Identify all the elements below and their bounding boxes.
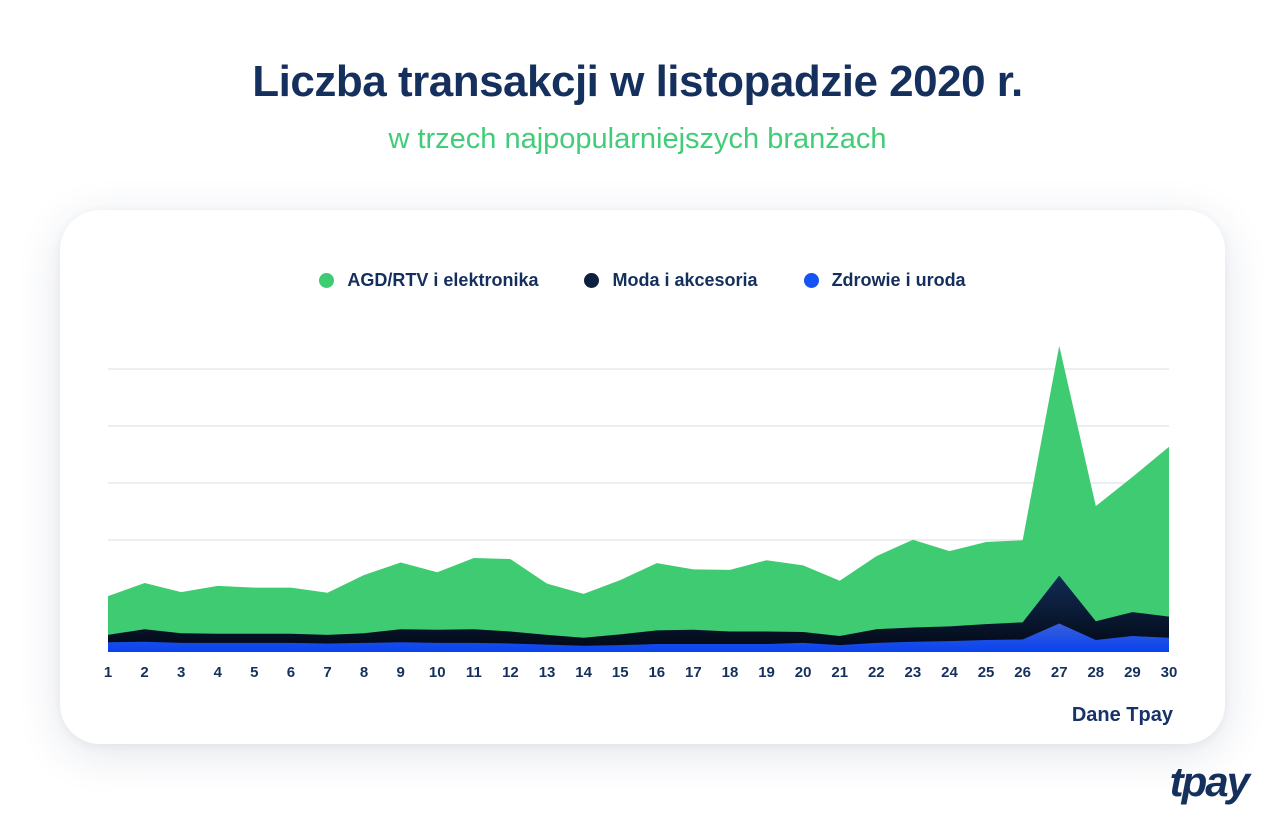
tpay-logo: tpay: [1169, 758, 1250, 805]
x-tick-label: 22: [867, 664, 885, 681]
x-tick-label: 10: [428, 664, 446, 681]
page-subtitle: w trzech najpopularniejszych branżach: [388, 123, 887, 155]
area-moda-i-akcesoria: [108, 575, 1169, 652]
x-tick-label: 27: [1050, 664, 1068, 681]
legend-label: Moda i akcesoria: [612, 269, 758, 290]
area-zdrowie-i-uroda: [108, 623, 1169, 652]
plot-area: [108, 330, 1169, 652]
x-tick-label: 5: [250, 664, 259, 681]
chart-card: [60, 210, 1225, 744]
x-tick-label: 18: [721, 664, 739, 681]
legend-label: AGD/RTV i elektronika: [347, 269, 539, 290]
legend-item: Zdrowie i uroda: [803, 269, 966, 291]
x-tick-label: 1: [103, 664, 113, 681]
x-tick-label: 17: [685, 664, 702, 681]
x-tick-label: 29: [1124, 664, 1141, 681]
x-tick-label: 9: [396, 664, 405, 681]
x-tick-label: 6: [286, 664, 296, 681]
stacked-area-chart: [108, 345, 1169, 652]
page-title: Liczba transakcji w listopadzie 2020 r.: [252, 57, 1023, 106]
x-tick-label: 24: [941, 664, 958, 681]
x-tick-label: 4: [213, 664, 222, 681]
x-tick-label: 20: [794, 664, 812, 681]
chart-legend: AGD/RTV i elektronika Moda i akcesoria Zdr…: [60, 266, 1225, 294]
x-tick-label: 19: [758, 664, 775, 681]
legend-item: AGD/RTV i elektronika: [319, 270, 538, 291]
x-tick-label: 14: [575, 664, 592, 681]
x-tick-label: 8: [359, 664, 369, 681]
x-tick-label: 16: [648, 664, 666, 681]
legend-dot-icon: [319, 272, 335, 288]
x-tick-label: 30: [1160, 664, 1178, 681]
x-tick-label: 25: [977, 664, 995, 681]
x-tick-label: 21: [831, 664, 849, 681]
x-axis: 1 2 3 4 5 6 7 8 9 10 11 12 13 14 15 16 17 18 19 20 21 22 23 24 2…: [104, 664, 1178, 684]
x-tick-label: 26: [1014, 664, 1031, 681]
x-tick-label: 28: [1087, 664, 1105, 681]
x-tick-label: 7: [323, 664, 332, 681]
x-tick-label: 11: [465, 664, 482, 681]
legend-item: Moda i akcesoria: [584, 269, 758, 291]
area-agd-rtv-i-elektronika: [108, 345, 1169, 652]
legend-dot-icon: [803, 272, 819, 288]
x-tick-label: 15: [611, 664, 629, 681]
x-tick-label: 3: [177, 664, 186, 681]
x-tick-label: 12: [502, 664, 519, 681]
x-tick-label: 23: [904, 664, 922, 681]
legend-dot-icon: [584, 272, 600, 288]
legend-label: Zdrowie i uroda: [831, 269, 966, 290]
data-source-label: Dane Tpay: [1071, 704, 1173, 726]
x-tick-label: 13: [538, 664, 556, 681]
x-tick-label: 2: [140, 664, 149, 681]
